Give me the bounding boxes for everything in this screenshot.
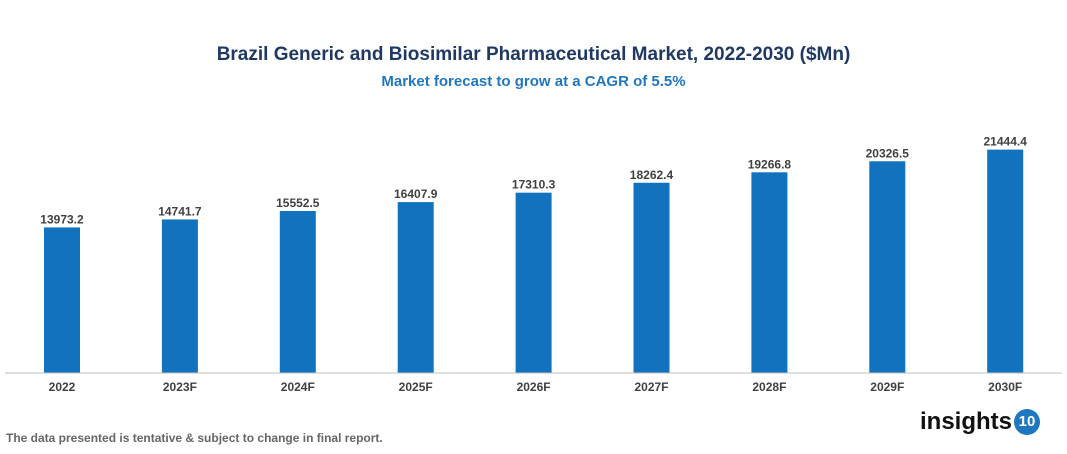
x-tick-label: 2028F bbox=[752, 380, 786, 394]
data-label: 18262.4 bbox=[630, 168, 674, 182]
data-label: 19266.8 bbox=[748, 157, 792, 171]
bar-2025F bbox=[397, 202, 434, 373]
chart-subtitle: Market forecast to grow at a CAGR of 5.5… bbox=[381, 73, 686, 90]
x-tick-label: 2026F bbox=[517, 380, 551, 394]
data-label: 14741.7 bbox=[158, 204, 202, 218]
data-label: 17310.3 bbox=[512, 178, 556, 192]
chart-title: Brazil Generic and Biosimilar Pharmaceut… bbox=[216, 44, 851, 65]
data-label: 15552.5 bbox=[276, 196, 320, 210]
x-tick-label: 2025F bbox=[399, 380, 433, 394]
bar-2024F bbox=[279, 210, 316, 373]
logo-text: insights bbox=[920, 408, 1013, 435]
bar-2022 bbox=[44, 227, 80, 373]
bar-2026F bbox=[515, 192, 552, 373]
bar-2027F bbox=[633, 182, 670, 373]
x-tick-label: 2030F bbox=[988, 380, 1022, 394]
x-tick-label: 2027F bbox=[634, 380, 668, 394]
x-tick-label: 2023F bbox=[163, 380, 197, 394]
bar-2028F bbox=[751, 172, 788, 373]
data-label: 13973.2 bbox=[40, 212, 84, 226]
x-tick-label: 2022 bbox=[49, 380, 76, 394]
data-label: 16407.9 bbox=[394, 187, 438, 201]
x-tick-label: 2029F bbox=[870, 380, 904, 394]
bar-2023F bbox=[161, 219, 198, 373]
disclaimer-note: The data presented is tentative & subjec… bbox=[6, 431, 383, 445]
data-label: 21444.4 bbox=[984, 135, 1028, 149]
insights10-logo: insights 10 bbox=[920, 408, 1041, 436]
logo-badge: 10 bbox=[1014, 409, 1041, 435]
bar-2030F bbox=[987, 149, 1024, 373]
x-tick-label: 2024F bbox=[281, 380, 315, 394]
data-label: 20326.5 bbox=[866, 146, 910, 160]
bar-2029F bbox=[869, 161, 906, 373]
